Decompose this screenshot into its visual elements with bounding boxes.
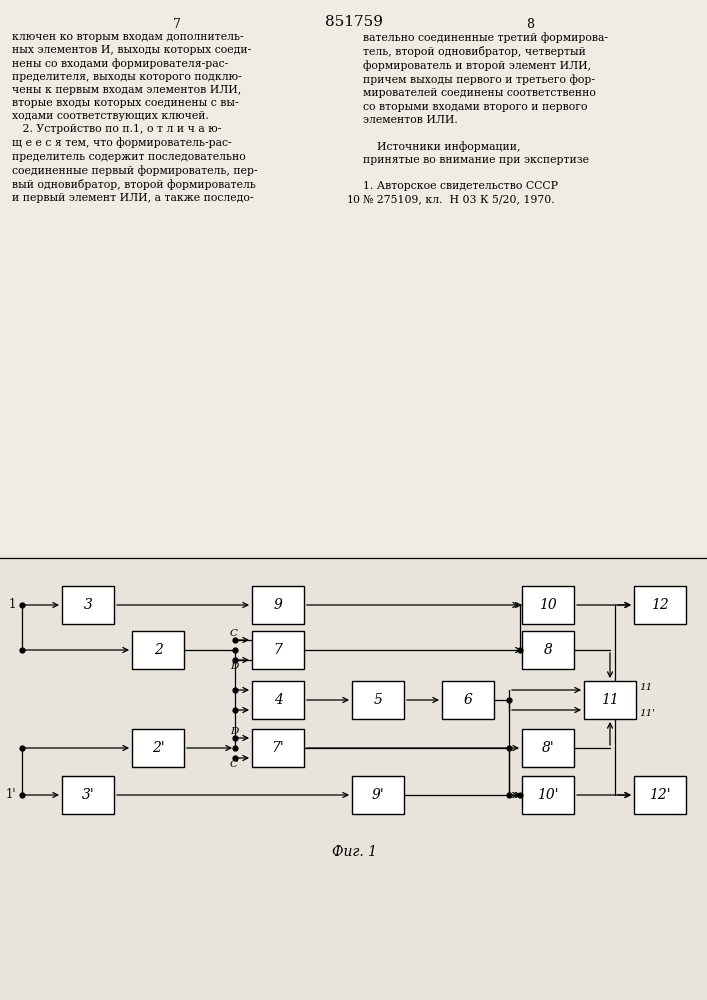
Text: 1: 1 — [8, 598, 16, 611]
Text: 10: 10 — [347, 195, 361, 205]
FancyBboxPatch shape — [352, 681, 404, 719]
Text: D: D — [230, 662, 238, 671]
Text: 8': 8' — [542, 741, 554, 755]
Text: 8: 8 — [526, 18, 534, 31]
FancyBboxPatch shape — [132, 729, 184, 767]
Text: C: C — [230, 629, 238, 638]
Text: ключен ко вторым входам дополнитель-
ных элементов И, выходы которых соеди-
нены: ключен ко вторым входам дополнитель- ных… — [12, 32, 257, 203]
FancyBboxPatch shape — [634, 776, 686, 814]
Text: 12: 12 — [651, 598, 669, 612]
FancyBboxPatch shape — [62, 776, 114, 814]
FancyBboxPatch shape — [522, 776, 574, 814]
Text: 7': 7' — [271, 741, 284, 755]
Text: 11': 11' — [639, 710, 655, 718]
Text: 10': 10' — [537, 788, 559, 802]
Text: 9': 9' — [372, 788, 385, 802]
Text: 8: 8 — [544, 643, 552, 657]
Text: C: C — [230, 760, 238, 769]
FancyBboxPatch shape — [522, 586, 574, 624]
FancyBboxPatch shape — [442, 681, 494, 719]
Text: 11: 11 — [601, 693, 619, 707]
FancyBboxPatch shape — [584, 681, 636, 719]
FancyBboxPatch shape — [132, 631, 184, 669]
FancyBboxPatch shape — [252, 631, 304, 669]
Text: 1': 1' — [6, 788, 16, 802]
Bar — [0, 0, 707, 555]
FancyBboxPatch shape — [252, 729, 304, 767]
Text: 2': 2' — [151, 741, 164, 755]
Text: 4: 4 — [274, 693, 282, 707]
Text: Фиг. 1: Фиг. 1 — [332, 845, 377, 859]
FancyBboxPatch shape — [62, 586, 114, 624]
Text: 10: 10 — [539, 598, 557, 612]
Text: 11: 11 — [639, 684, 653, 692]
FancyBboxPatch shape — [252, 681, 304, 719]
Text: 3: 3 — [83, 598, 93, 612]
FancyBboxPatch shape — [352, 776, 404, 814]
Text: 7: 7 — [274, 643, 282, 657]
FancyBboxPatch shape — [252, 586, 304, 624]
FancyBboxPatch shape — [522, 729, 574, 767]
Text: D: D — [230, 727, 238, 736]
Text: 2: 2 — [153, 643, 163, 657]
Text: 9: 9 — [274, 598, 282, 612]
Text: 5: 5 — [373, 693, 382, 707]
FancyBboxPatch shape — [522, 631, 574, 669]
FancyBboxPatch shape — [634, 586, 686, 624]
Text: 12': 12' — [649, 788, 671, 802]
Text: 6: 6 — [464, 693, 472, 707]
Text: 7: 7 — [173, 18, 181, 31]
Text: 851759: 851759 — [325, 15, 383, 29]
Text: вательно соединенные третий формирова-
тель, второй одновибратор, четвертый
форм: вательно соединенные третий формирова- т… — [363, 32, 608, 204]
Text: 3': 3' — [81, 788, 94, 802]
